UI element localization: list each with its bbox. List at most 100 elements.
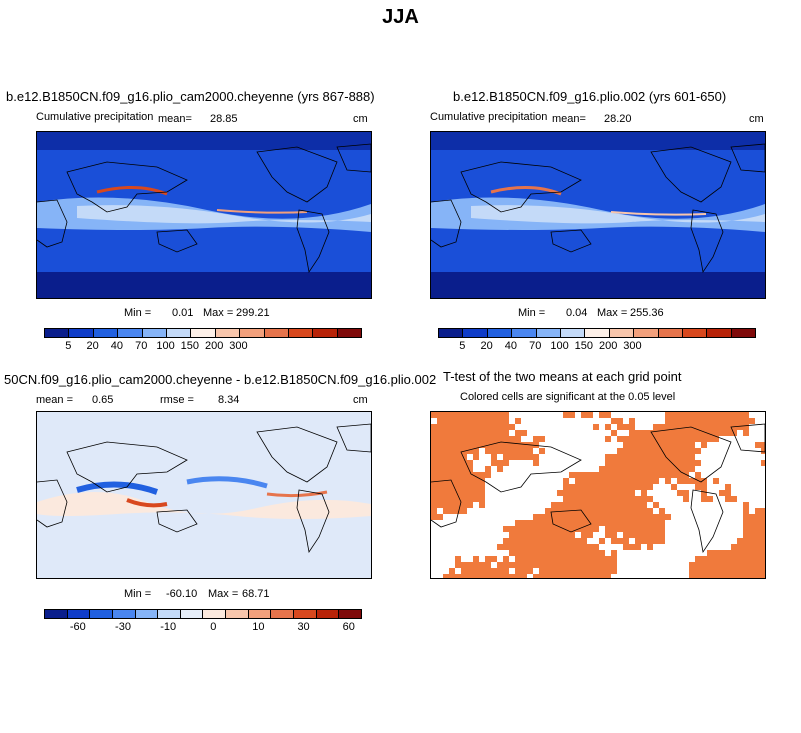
significant-cell [431, 472, 437, 478]
significant-cell [497, 460, 503, 466]
significant-cell [479, 472, 485, 478]
significant-cell [623, 454, 629, 460]
significant-cell [473, 568, 479, 574]
significant-cell [641, 526, 647, 532]
significant-cell [653, 514, 659, 520]
significant-cell [653, 502, 659, 508]
significant-cell [629, 484, 635, 490]
significant-cell [641, 508, 647, 514]
significant-cell [635, 526, 641, 532]
panel-1-map [36, 131, 372, 299]
significant-cell [461, 502, 467, 508]
significant-cell [701, 478, 707, 484]
significant-cell [551, 538, 557, 544]
significant-cell [581, 574, 587, 578]
significant-cell [515, 454, 521, 460]
significant-cell [569, 532, 575, 538]
significant-cell [647, 520, 653, 526]
significant-cell [503, 424, 509, 430]
significant-cell [455, 436, 461, 442]
panel-3-map-canvas [37, 412, 371, 578]
significant-cell [509, 544, 515, 550]
significant-cell [503, 544, 509, 550]
significant-cell [473, 562, 479, 568]
panel-1-units: cm [353, 113, 368, 125]
significant-cell [605, 490, 611, 496]
colorbar-swatch [439, 329, 464, 337]
significant-cell [737, 418, 743, 424]
significant-cell [761, 526, 765, 532]
significant-cell [671, 460, 677, 466]
significant-cell [719, 574, 725, 578]
significant-cell [623, 448, 629, 454]
significant-cell [701, 442, 707, 448]
significant-cell [629, 436, 635, 442]
colorbar-tick-label: 5 [459, 340, 466, 352]
significant-cell [653, 442, 659, 448]
significant-cell [695, 430, 701, 436]
significant-cell [557, 490, 563, 496]
significant-cell [467, 436, 473, 442]
significant-cell [491, 568, 497, 574]
significant-cell [551, 532, 557, 538]
significant-cell [701, 430, 707, 436]
significant-cell [449, 574, 455, 578]
significant-cell [665, 466, 671, 472]
significant-cell [665, 412, 671, 418]
significant-cell [755, 526, 761, 532]
significant-cell [581, 490, 587, 496]
significant-cell [563, 496, 569, 502]
significant-cell [443, 478, 449, 484]
significant-cell [473, 436, 479, 442]
significant-cell [527, 544, 533, 550]
significant-cell [497, 466, 503, 472]
significant-cell [725, 556, 731, 562]
significant-cell [437, 448, 443, 454]
significant-cell [695, 448, 701, 454]
significant-cell [485, 562, 491, 568]
significant-cell [689, 442, 695, 448]
significant-cell [749, 418, 755, 424]
significant-cell [635, 436, 641, 442]
significant-cell [575, 472, 581, 478]
significant-cell [689, 478, 695, 484]
coastlines [431, 143, 765, 274]
significant-cell [575, 556, 581, 562]
colorbar-swatch [294, 610, 317, 618]
significant-cell [629, 424, 635, 430]
significant-cell [671, 472, 677, 478]
significant-cell [521, 544, 527, 550]
significant-cell [623, 484, 629, 490]
significant-cell [623, 490, 629, 496]
significant-cell [437, 412, 443, 418]
panel-2-map [430, 131, 766, 299]
significant-cell [641, 520, 647, 526]
significant-cell [479, 430, 485, 436]
significant-cell [431, 424, 437, 430]
significant-cell [551, 574, 557, 578]
significant-cell [509, 442, 515, 448]
significant-cell [599, 550, 605, 556]
significant-cell [635, 448, 641, 454]
panel-3-rmse-value: 8.34 [218, 394, 240, 406]
significant-cell [641, 514, 647, 520]
significant-cell [545, 538, 551, 544]
significant-cell [623, 424, 629, 430]
significant-cell [581, 412, 587, 418]
significant-cell [743, 550, 749, 556]
significant-cell [611, 490, 617, 496]
significant-cell [575, 538, 581, 544]
significant-cell [629, 526, 635, 532]
significant-cell [701, 424, 707, 430]
significant-cell [731, 550, 737, 556]
significant-cell [689, 460, 695, 466]
significant-cell [749, 568, 755, 574]
significant-cell [719, 562, 725, 568]
significant-cell [659, 466, 665, 472]
significant-cell [449, 502, 455, 508]
significant-cell [449, 466, 455, 472]
significant-cell [677, 490, 683, 496]
significant-cell [641, 472, 647, 478]
significant-cell [731, 418, 737, 424]
colorbar-swatch [271, 610, 295, 618]
